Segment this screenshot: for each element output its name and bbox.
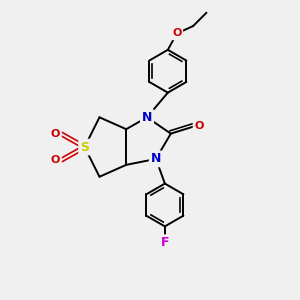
- Text: N: N: [142, 111, 152, 124]
- Text: O: O: [51, 155, 60, 165]
- Text: S: S: [80, 140, 89, 154]
- Text: O: O: [194, 121, 204, 131]
- Text: O: O: [172, 28, 182, 38]
- Text: N: N: [151, 152, 161, 165]
- Text: F: F: [160, 236, 169, 249]
- Text: O: O: [51, 129, 60, 139]
